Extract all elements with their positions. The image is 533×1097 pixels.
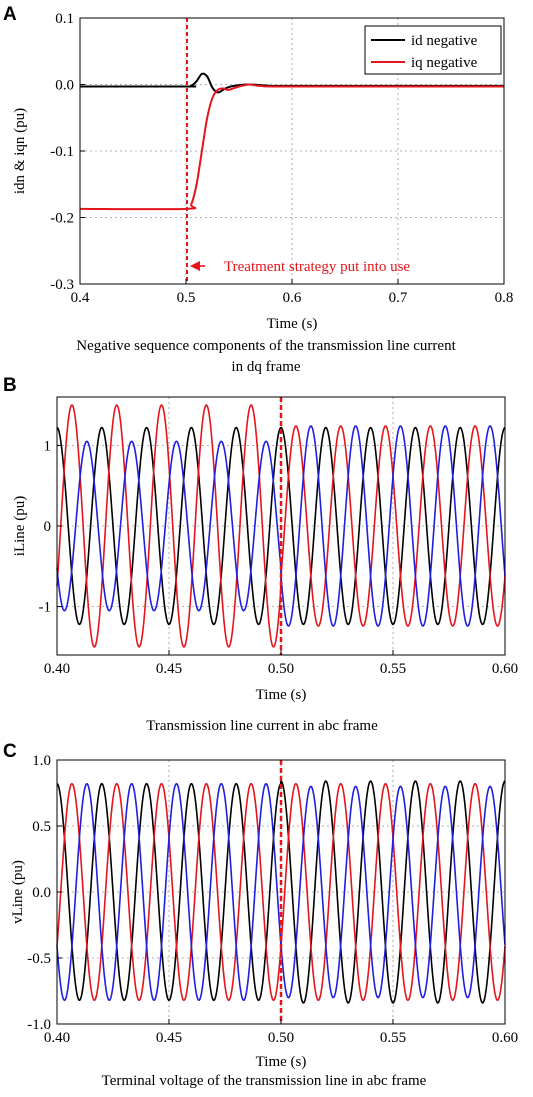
y-tick-label: -0.1 — [50, 144, 74, 160]
x-tick-label: 0.55 — [380, 1030, 406, 1046]
y-tick-label: 0 — [44, 519, 52, 535]
x-tick-label: 0.4 — [71, 290, 90, 306]
y-tick-label: 0.1 — [55, 11, 74, 27]
panel-b-grid — [57, 397, 505, 655]
x-tick-label: 0.50 — [268, 1030, 294, 1046]
y-tick-label: -1 — [39, 600, 52, 616]
panel-a-annotation: Treatment strategy put into use — [190, 259, 410, 275]
y-tick-label: 0.0 — [32, 885, 51, 901]
x-tick-label: 0.7 — [389, 290, 408, 306]
panel-b-ylabel: iLine (pu) — [12, 496, 28, 556]
x-tick-label: 0.45 — [156, 1030, 182, 1046]
panel-a-letter: A — [3, 4, 17, 25]
panel-b-caption: Transmission line current in abc frame — [146, 718, 378, 734]
annotation-arrow-head — [190, 261, 200, 271]
x-tick-label: 0.60 — [492, 661, 518, 677]
y-tick-label: -1.0 — [27, 1017, 51, 1033]
panel-c-letter: C — [3, 741, 17, 762]
x-tick-label: 0.60 — [492, 1030, 518, 1046]
panel-a-grid — [80, 18, 504, 284]
panel-b-ticks: 0.40 0.45 0.50 0.55 0.60 1 0 -1 — [39, 438, 519, 677]
x-tick-label: 0.8 — [495, 290, 514, 306]
panel-a: A 0.4 0.5 0.6 0.7 0.8 0.1 0.0 -0.1 -0.2 -0.3 id n… — [3, 4, 513, 375]
y-tick-label: 1 — [44, 438, 52, 454]
y-tick-label: -0.5 — [27, 951, 51, 967]
panel-a-ylabel: idn & iqn (pu) — [12, 108, 28, 194]
y-tick-label: 1.0 — [32, 753, 51, 769]
legend-label-id: id negative — [411, 33, 478, 49]
x-tick-label: 0.45 — [156, 661, 182, 677]
y-tick-label: -0.3 — [50, 277, 74, 293]
panel-c-xlabel: Time (s) — [256, 1054, 307, 1070]
panel-a-legend: id negative iq negative — [364, 25, 502, 75]
legend-label-iq: iq negative — [411, 55, 478, 71]
panel-a-caption-line-1: Negative sequence components of the tran… — [76, 338, 456, 354]
x-tick-label: 0.40 — [44, 661, 70, 677]
panel-a-xlabel: Time (s) — [267, 316, 318, 332]
x-tick-label: 0.5 — [177, 290, 196, 306]
y-tick-label: -0.2 — [50, 211, 74, 227]
x-tick-label: 0.50 — [268, 661, 294, 677]
panel-b-xlabel: Time (s) — [256, 687, 307, 703]
x-tick-label: 0.6 — [283, 290, 302, 306]
panel-a-caption-line-2: in dq frame — [231, 359, 300, 375]
panel-b: B 0.40 0.45 0.50 0.55 0.60 1 0 -1 Time (s) iLin… — [3, 375, 518, 734]
panel-c-ylabel: vLine (pu) — [10, 860, 26, 924]
panel-c: C 0.40 0.45 0.50 0.55 0.601.00.50.0-0.5-1.0 … — [3, 741, 518, 1089]
annotation-text: Treatment strategy put into use — [224, 259, 410, 275]
x-tick-label: 0.40 — [44, 1030, 70, 1046]
panel-a-ticks: 0.4 0.5 0.6 0.7 0.8 0.1 0.0 -0.1 -0.2 -0.3 — [50, 11, 513, 306]
panel-a-series — [79, 72, 505, 211]
series-line-iq-negative — [79, 83, 505, 211]
panel-b-letter: B — [3, 375, 17, 396]
panel-c-caption: Terminal voltage of the transmission lin… — [102, 1073, 427, 1089]
x-tick-label: 0.55 — [380, 661, 406, 677]
legend-box — [364, 25, 502, 75]
y-tick-label: 0.5 — [32, 819, 51, 835]
y-tick-label: 0.0 — [55, 78, 74, 94]
panel-c-ticks: 0.40 0.45 0.50 0.55 0.60 1.0 0.5 0.0 -0.5 -1.0 — [27, 753, 518, 1046]
